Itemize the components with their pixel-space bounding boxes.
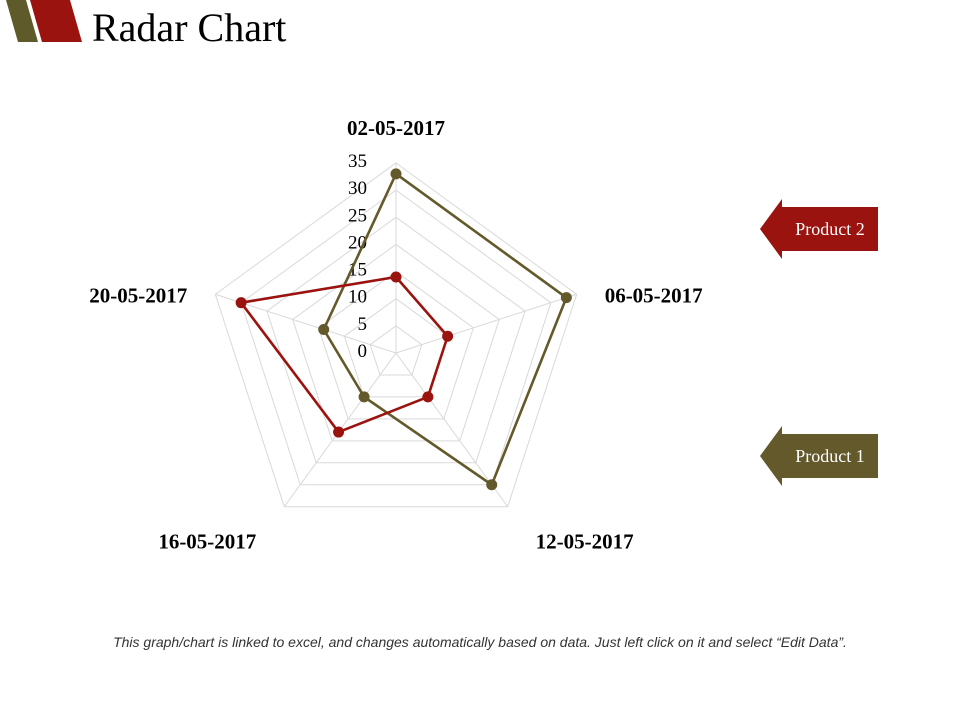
legend-arrow-icon [760,426,782,486]
category-label: 12-05-2017 [536,530,634,554]
footnote: This graph/chart is linked to excel, and… [113,634,847,650]
data-point [422,391,434,403]
tick-label: 5 [358,314,368,335]
grid-ring [214,162,578,508]
data-point [390,168,402,180]
category-label: 16-05-2017 [158,530,256,554]
data-point [235,297,247,309]
tick-label: 35 [348,151,367,172]
data-point [358,391,370,403]
tick-label: 25 [348,205,367,226]
page-title: Radar Chart [92,5,287,50]
brand-stripes-logo [6,0,82,42]
data-point [486,479,498,491]
grid-ring [292,243,500,442]
grid-spoke [395,293,577,354]
data-point [318,324,330,336]
grid-ring [343,298,449,398]
data-point [442,330,454,342]
data-point [390,271,402,283]
tick-label: 10 [348,287,367,308]
legend-arrow-icon [760,199,782,259]
tick-label: 30 [348,178,367,199]
data-point [333,426,345,438]
data-point [560,292,572,304]
legend-item-product-2[interactable]: Product 2 [760,199,878,259]
grid-ring [369,325,423,376]
series-line-product-1 [322,172,568,487]
legend-label-product-1: Product 1 [782,434,878,478]
category-label: 02-05-2017 [347,116,445,140]
grid-ring [240,189,552,486]
category-label: 06-05-2017 [605,283,703,307]
legend-label-product-2: Product 2 [782,207,878,251]
tick-label: 0 [358,341,368,362]
category-label: 20-05-2017 [89,283,187,307]
legend-item-product-1[interactable]: Product 1 [760,426,878,486]
series-line-product-2 [239,275,449,434]
